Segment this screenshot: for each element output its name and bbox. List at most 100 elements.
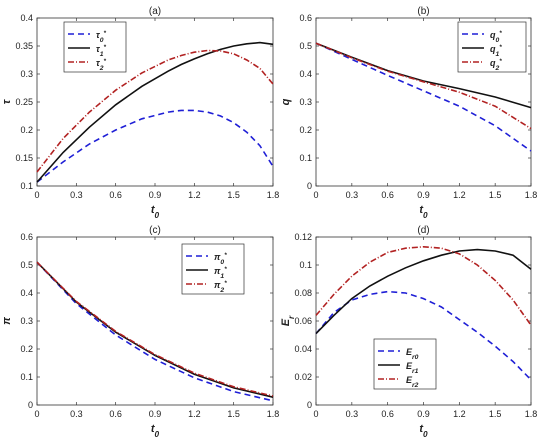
y-tick-label: 0.2 [299, 125, 312, 135]
y-tick-label: 0.1 [20, 372, 33, 382]
y-axis-label: τ [1, 99, 13, 104]
y-tick-label: 0.1 [20, 181, 33, 191]
legend-entry: τ1* [96, 44, 106, 58]
x-axis-label: t0 [151, 423, 160, 439]
chart-panel-3: 0 0.3 0.6 0.9 1.2 1.5 1.8 0 0.02 0.04 0.06 0.08 0.1 0… [280, 225, 537, 439]
y-tick-label: 0.08 [294, 288, 312, 298]
y-tick-label: 0 [307, 181, 312, 191]
y-tick-label: 0.06 [294, 316, 312, 326]
legend-entry: q1* [490, 44, 502, 58]
y-tick-label: 0.6 [20, 232, 33, 242]
x-tick-label: 0 [313, 409, 318, 419]
chart-panel-2: 0 0.3 0.6 0.9 1.2 1.5 1.8 0 0.1 0.2 0.3 0.4 0.5 0.6 (c… [1, 225, 279, 439]
x-tick-label: 0.9 [417, 409, 430, 419]
legend-box [181, 243, 245, 295]
y-tick-label: 0.4 [20, 288, 33, 298]
x-tick-label: 1.8 [525, 190, 538, 200]
panel-label: (a) [149, 6, 161, 17]
x-axis-label: t0 [419, 423, 428, 439]
x-tick-label: 1.2 [453, 190, 466, 200]
x-tick-label: 1.8 [267, 409, 280, 419]
y-tick-label: 0.35 [15, 41, 33, 51]
x-tick-label: 0 [34, 190, 39, 200]
y-axis-label: q [280, 98, 292, 105]
legend-entry: π0* [214, 252, 227, 266]
y-tick-label: 0.2 [20, 125, 33, 135]
x-tick-label: 0.3 [346, 190, 359, 200]
x-tick-label: 0 [34, 409, 39, 419]
x-tick-label: 0.3 [70, 409, 83, 419]
legend: π0*π1*π2* [181, 243, 245, 295]
x-tick-label: 0.9 [149, 409, 162, 419]
legend: τ0*τ1*τ2* [63, 21, 127, 73]
y-tick-label: 0.3 [20, 69, 33, 79]
x-tick-label: 0 [313, 190, 318, 200]
x-tick-label: 1.2 [453, 409, 466, 419]
legend-entry: π2* [214, 280, 227, 294]
y-tick-label: 0 [28, 400, 33, 410]
panel-label: (d) [417, 225, 429, 236]
series-line-0 [315, 290, 532, 381]
y-tick-label: 0.1 [299, 153, 312, 163]
x-tick-label: 1.5 [489, 190, 502, 200]
x-tick-label: 0.6 [109, 409, 122, 419]
panel-label: (b) [417, 6, 429, 17]
x-tick-label: 0.9 [149, 190, 162, 200]
y-tick-label: 0.12 [294, 232, 312, 242]
y-tick-label: 0.25 [15, 97, 33, 107]
x-tick-label: 0.6 [381, 409, 394, 419]
y-axis-label: Er [280, 315, 296, 326]
legend-entry: τ2* [96, 58, 106, 72]
y-tick-label: 0.4 [299, 69, 312, 79]
x-tick-label: 1.2 [188, 409, 201, 419]
x-tick-label: 1.5 [227, 409, 240, 419]
x-axis-label: t0 [419, 204, 428, 220]
legend-entry: τ0* [96, 30, 106, 44]
series-line-1 [36, 41, 274, 183]
y-tick-label: 0 [307, 400, 312, 410]
x-tick-label: 1.8 [525, 409, 538, 419]
y-tick-label: 0.02 [294, 372, 312, 382]
series-line-2 [315, 42, 532, 130]
x-tick-label: 1.2 [188, 190, 201, 200]
y-tick-label: 0.6 [299, 13, 312, 23]
x-tick-label: 0.3 [70, 190, 83, 200]
legend-entry: Er2 [406, 375, 419, 389]
x-tick-label: 0.3 [346, 409, 359, 419]
series-line-2 [36, 261, 274, 397]
y-tick-label: 0.5 [299, 41, 312, 51]
x-tick-label: 0.9 [417, 190, 430, 200]
x-tick-label: 0.6 [381, 190, 394, 200]
legend-box [373, 338, 437, 390]
legend: q0*q1*q2* [457, 21, 527, 73]
series-line-2 [36, 49, 274, 173]
y-tick-label: 0.2 [20, 344, 33, 354]
y-tick-label: 0.3 [20, 316, 33, 326]
legend-entry: q2* [490, 58, 502, 72]
series-line-2 [315, 245, 532, 326]
chart-panel-0: 0 0.3 0.6 0.9 1.2 1.5 1.8 0.1 0.15 0.2 0.25 0.3 0.35… [1, 6, 279, 220]
legend-entry: Er1 [406, 361, 419, 375]
y-axis-label: π [1, 317, 13, 325]
y-tick-label: 0.4 [20, 13, 33, 23]
chart-panel-1: 0 0.3 0.6 0.9 1.2 1.5 1.8 0 0.1 0.2 0.3 0.4 0.5 0.6 (b… [280, 6, 537, 220]
legend-entry: q0* [490, 30, 502, 44]
legend-entry: Er0 [406, 347, 419, 361]
panel-label: (c) [149, 225, 161, 236]
legend-box [457, 21, 527, 73]
y-tick-label: 0.5 [20, 260, 33, 270]
series-line-0 [36, 109, 274, 183]
legend-box [63, 21, 127, 73]
y-tick-label: 0.1 [299, 260, 312, 270]
legend-entry: π1* [214, 266, 227, 280]
y-tick-label: 0.04 [294, 344, 312, 354]
y-tick-label: 0.15 [15, 153, 33, 163]
x-tick-label: 1.8 [267, 190, 280, 200]
x-tick-label: 0.6 [109, 190, 122, 200]
x-tick-label: 1.5 [489, 409, 502, 419]
series-line-0 [36, 261, 274, 402]
series-line-1 [315, 248, 532, 335]
x-tick-label: 1.5 [227, 190, 240, 200]
x-axis-label: t0 [151, 204, 160, 220]
